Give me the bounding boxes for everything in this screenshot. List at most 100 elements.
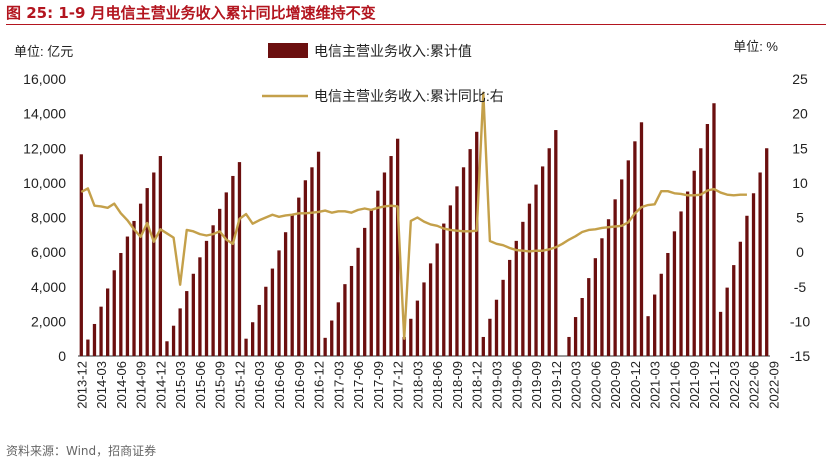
revenue-bar	[191, 273, 195, 356]
revenue-bar	[699, 148, 703, 356]
revenue-bar	[679, 211, 683, 356]
revenue-bar	[244, 338, 248, 356]
revenue-bar	[270, 268, 275, 356]
revenue-bar	[422, 282, 426, 356]
right-tick-label: -10	[790, 313, 810, 329]
x-tick: 2021-06	[667, 361, 682, 409]
x-tick-label: 2022-09	[766, 361, 781, 409]
x-tick: 2017-12	[391, 361, 406, 409]
x-tick: 2018-09	[450, 361, 465, 409]
revenue-bar	[620, 179, 624, 356]
left-tick-label: 14,000	[23, 106, 66, 122]
x-tick: 2015-03	[173, 361, 188, 409]
revenue-bar	[732, 265, 736, 356]
x-tick-label: 2020-06	[588, 361, 603, 409]
x-tick-label: 2021-09	[687, 361, 702, 409]
x-tick-label: 2019-09	[529, 361, 544, 409]
left-tick-label: 8,000	[31, 210, 66, 226]
x-tick-label: 2020-12	[628, 361, 643, 409]
x-tick-label: 2016-06	[272, 361, 287, 409]
x-tick: 2018-12	[470, 361, 485, 409]
x-tick-label: 2017-12	[391, 361, 406, 409]
x-tick: 2016-09	[292, 361, 307, 409]
revenue-bar	[125, 236, 130, 356]
revenue-bar	[290, 214, 294, 356]
revenue-bar	[685, 191, 690, 356]
revenue-bar	[395, 138, 400, 356]
revenue-bar	[106, 288, 110, 356]
revenue-bar	[152, 172, 156, 356]
revenue-bar	[659, 273, 663, 356]
revenue-bar	[211, 225, 215, 356]
revenue-bar	[666, 252, 670, 356]
left-tick-label: 2,000	[31, 313, 66, 329]
revenue-bar	[738, 241, 742, 356]
revenue-bar	[376, 190, 380, 356]
x-tick-label: 2016-09	[292, 361, 307, 409]
x-tick-label: 2013-12	[74, 361, 89, 409]
revenue-bar	[494, 299, 499, 356]
revenue-bar	[712, 103, 716, 356]
revenue-bar	[501, 279, 505, 356]
revenue-bar	[204, 240, 209, 356]
revenue-bar	[580, 298, 584, 356]
x-tick: 2019-12	[549, 361, 564, 409]
revenue-bar	[138, 203, 143, 356]
revenue-bar	[646, 316, 650, 356]
revenue-bar	[356, 247, 360, 356]
left-tick-label: 4,000	[31, 279, 66, 295]
revenue-bar	[171, 325, 176, 356]
right-tick-label: 10	[792, 175, 808, 191]
revenue-bar	[692, 170, 696, 356]
right-tick-label: -15	[790, 348, 810, 364]
revenue-bar	[402, 336, 406, 356]
left-tick-label: 16,000	[23, 71, 66, 87]
x-tick-label: 2018-06	[430, 361, 445, 409]
revenue-bar	[283, 232, 288, 356]
left-unit-label: 单位: 亿元	[14, 44, 73, 59]
revenue-bar	[725, 287, 729, 356]
revenue-bar	[158, 156, 163, 356]
revenue-bar	[415, 300, 420, 356]
x-tick-label: 2019-06	[509, 361, 524, 409]
revenue-bar	[185, 291, 189, 356]
revenue-bar	[653, 294, 657, 356]
x-tick-label: 2014-12	[153, 361, 168, 409]
title-rule	[6, 24, 826, 25]
revenue-bar	[765, 148, 769, 356]
revenue-bar	[613, 199, 617, 356]
right-tick-label: 20	[792, 106, 808, 122]
revenue-bar	[448, 205, 453, 356]
right-tick-label: -5	[794, 279, 807, 295]
revenue-bar	[718, 311, 723, 356]
revenue-bar	[573, 317, 578, 356]
x-tick: 2019-06	[509, 361, 524, 409]
revenue-bar	[178, 308, 182, 356]
revenue-bar	[99, 306, 103, 356]
x-tick-label: 2019-03	[490, 361, 505, 409]
revenue-bar	[310, 167, 314, 356]
x-tick: 2022-09	[766, 361, 781, 409]
revenue-bar	[461, 167, 466, 356]
x-tick-label: 2017-09	[371, 361, 386, 409]
revenue-bar	[475, 131, 479, 356]
revenue-bar	[303, 180, 308, 356]
x-tick-label: 2014-03	[94, 361, 109, 409]
line-layer	[80, 91, 747, 340]
x-tick: 2019-03	[490, 361, 505, 409]
revenue-bar	[540, 166, 545, 356]
source-note: 资料来源：Wind，招商证券	[6, 444, 157, 458]
revenue-bar	[330, 320, 334, 356]
x-tick: 2017-09	[371, 361, 386, 409]
revenue-bar	[468, 149, 472, 356]
revenue-bar	[112, 270, 116, 356]
revenue-bar	[751, 193, 756, 356]
x-tick-label: 2019-12	[549, 361, 564, 409]
revenue-bar	[514, 240, 518, 356]
revenue-bar	[79, 154, 83, 356]
revenue-bar	[92, 323, 97, 356]
revenue-bar	[705, 124, 710, 356]
revenue-bar	[547, 148, 551, 356]
